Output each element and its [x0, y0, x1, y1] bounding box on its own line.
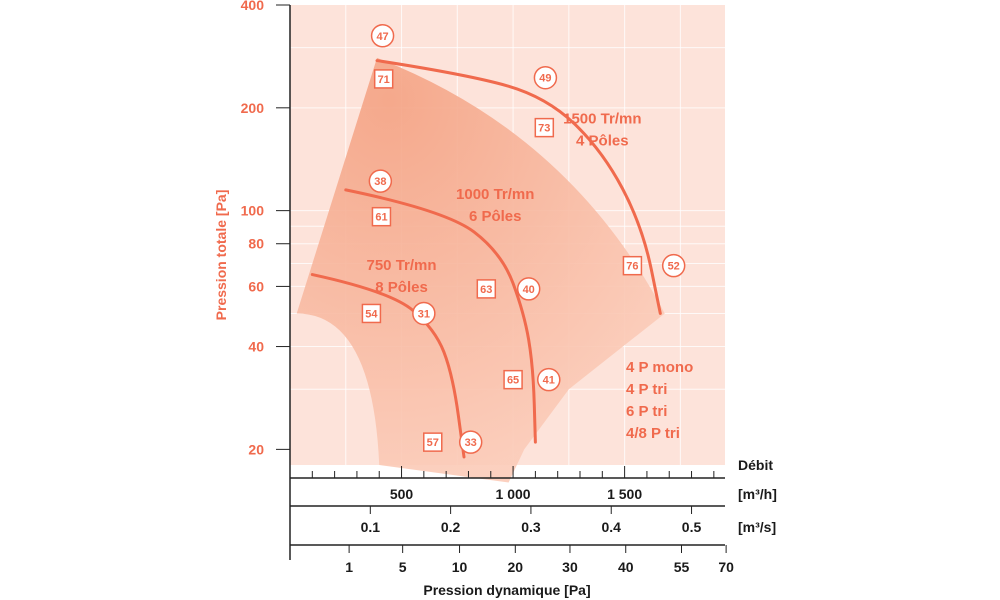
curve-label-poles: 6 Pôles [469, 208, 522, 225]
noise-square-badge: 61 [371, 206, 392, 227]
x-tick-label-m3s: 0.1 [361, 519, 381, 535]
noise-circle-frame [458, 430, 483, 454]
x-tick-label-m3s: 0.4 [601, 519, 621, 535]
curve-label-speed: 1500 Tr/mn [563, 110, 641, 127]
y-axis-title: Pression totale [Pa] [213, 190, 229, 321]
noise-circle-badge: 41 [537, 367, 561, 392]
x-tick-label-m3s: 0.3 [521, 519, 541, 535]
noise-square-value: 57 [427, 437, 439, 449]
noise-square-frame [361, 303, 382, 324]
x-axis-title-dynamic-pressure: Pression dynamique [Pa] [423, 582, 590, 598]
motor-type-legend: 4 P mono 4 P tri 6 P tri 4/8 P tri [626, 359, 693, 442]
noise-circle-frame [368, 169, 393, 193]
speed-curves [310, 59, 662, 459]
y-tick-label: 60 [248, 278, 264, 294]
noise-circle-frame [537, 367, 561, 392]
y-tick-label: 400 [241, 0, 265, 13]
noise-square-frame [373, 69, 394, 89]
y-tick-label: 20 [248, 441, 264, 457]
noise-circle-badge: 31 [412, 301, 436, 326]
x-tick-label-dyn: 30 [562, 559, 578, 575]
legend-line: 6 P tri [626, 403, 667, 420]
curve-3 [310, 273, 466, 459]
operating-envelope [296, 57, 665, 483]
y-tick-label: 100 [241, 203, 265, 219]
curve-label-speed: 750 Tr/mn [367, 257, 437, 274]
noise-circle-badge: 38 [368, 169, 393, 193]
noise-circle-frame [516, 277, 541, 301]
noise-square-frame [622, 255, 643, 276]
noise-circle-value: 40 [523, 284, 535, 296]
y-tick-label: 40 [248, 339, 264, 355]
x-tick-label-debit: 500 [390, 486, 414, 502]
x-tick-label-dyn: 40 [618, 559, 634, 575]
y-axis-ticks: 400 200 100 80 60 40 20 [241, 0, 290, 457]
noise-square-badge: 71 [373, 69, 394, 89]
x-tick-label-m3s: 0.2 [441, 519, 461, 535]
noise-square-value: 54 [365, 308, 378, 320]
noise-circle-badge: 52 [661, 253, 686, 278]
x-tick-label-dyn: 70 [718, 559, 734, 575]
noise-square-value: 61 [375, 212, 387, 224]
y-tick-label: 80 [248, 236, 264, 252]
noise-circle-badge: 40 [516, 277, 541, 301]
x-tick-label-dyn: 20 [508, 559, 524, 575]
x-axes: 500 1 000 1 500 0.1 0.2 0.3 0.4 0.5 1 5 10 20 30 40 55… [289, 5, 734, 575]
noise-circle-frame [533, 65, 558, 90]
noise-square-badge: 57 [423, 432, 443, 452]
x-tick-label-debit: 1 000 [496, 486, 531, 502]
noise-square-badge: 76 [622, 255, 643, 276]
noise-circle-value: 52 [668, 261, 680, 273]
legend-line: 4 P mono [626, 359, 693, 376]
noise-circle-frame [661, 253, 686, 278]
noise-square-frame [371, 206, 392, 227]
noise-square-frame [534, 117, 555, 138]
noise-circle-frame [370, 24, 395, 48]
noise-square-value: 73 [538, 123, 550, 135]
x-tick-label-debit: 1 500 [607, 486, 642, 502]
noise-square-badge: 73 [534, 117, 555, 138]
legend-line: 4 P tri [626, 381, 667, 398]
curve-labels: 1500 Tr/mn 4 Pôles 1000 Tr/mn 6 Pôles 750 Tr… [367, 110, 642, 296]
noise-circle-value: 49 [539, 73, 551, 85]
noise-circle-badge: 33 [458, 430, 483, 454]
noise-square-value: 65 [507, 375, 519, 387]
noise-badges: 71 73 61 76 63 54 65 57 47 49 38 52 40 31 41 33 [361, 24, 686, 454]
noise-square-badge: 65 [503, 369, 523, 390]
noise-circle-value: 33 [465, 437, 477, 449]
curve-label-poles: 4 Pôles [576, 132, 629, 149]
noise-square-value: 71 [378, 74, 390, 86]
noise-square-frame [423, 432, 443, 452]
noise-square-frame [503, 369, 523, 390]
noise-circle-badge: 47 [370, 24, 395, 48]
x-tick-label-dyn: 5 [399, 559, 407, 575]
curve-2 [344, 188, 537, 444]
noise-circle-badge: 49 [533, 65, 558, 90]
noise-circle-frame [412, 301, 436, 326]
curve-1 [375, 59, 662, 315]
noise-square-frame [476, 279, 497, 299]
noise-square-value: 76 [626, 261, 638, 273]
x-tick-label-dyn: 1 [345, 559, 353, 575]
x-axis-unit-m3h: [m³/h] [738, 486, 777, 502]
curve-label-speed: 1000 Tr/mn [456, 186, 534, 203]
legend-line: 4/8 P tri [626, 425, 680, 442]
noise-square-badge: 63 [476, 279, 497, 299]
y-tick-label: 200 [241, 100, 265, 116]
x-tick-label-dyn: 55 [674, 559, 690, 575]
noise-square-value: 63 [480, 284, 492, 296]
noise-circle-value: 31 [418, 308, 430, 320]
x-axis-unit-m3s: [m³/s] [738, 519, 776, 535]
x-tick-label-dyn: 10 [452, 559, 468, 575]
x-tick-label-m3s: 0.5 [682, 519, 702, 535]
x-axis-title-debit: Débit [738, 457, 773, 473]
noise-circle-value: 41 [543, 375, 555, 387]
noise-circle-value: 38 [374, 176, 386, 188]
noise-square-badge: 54 [361, 303, 382, 324]
noise-circle-value: 47 [376, 31, 388, 43]
curve-label-poles: 8 Pôles [375, 279, 428, 296]
